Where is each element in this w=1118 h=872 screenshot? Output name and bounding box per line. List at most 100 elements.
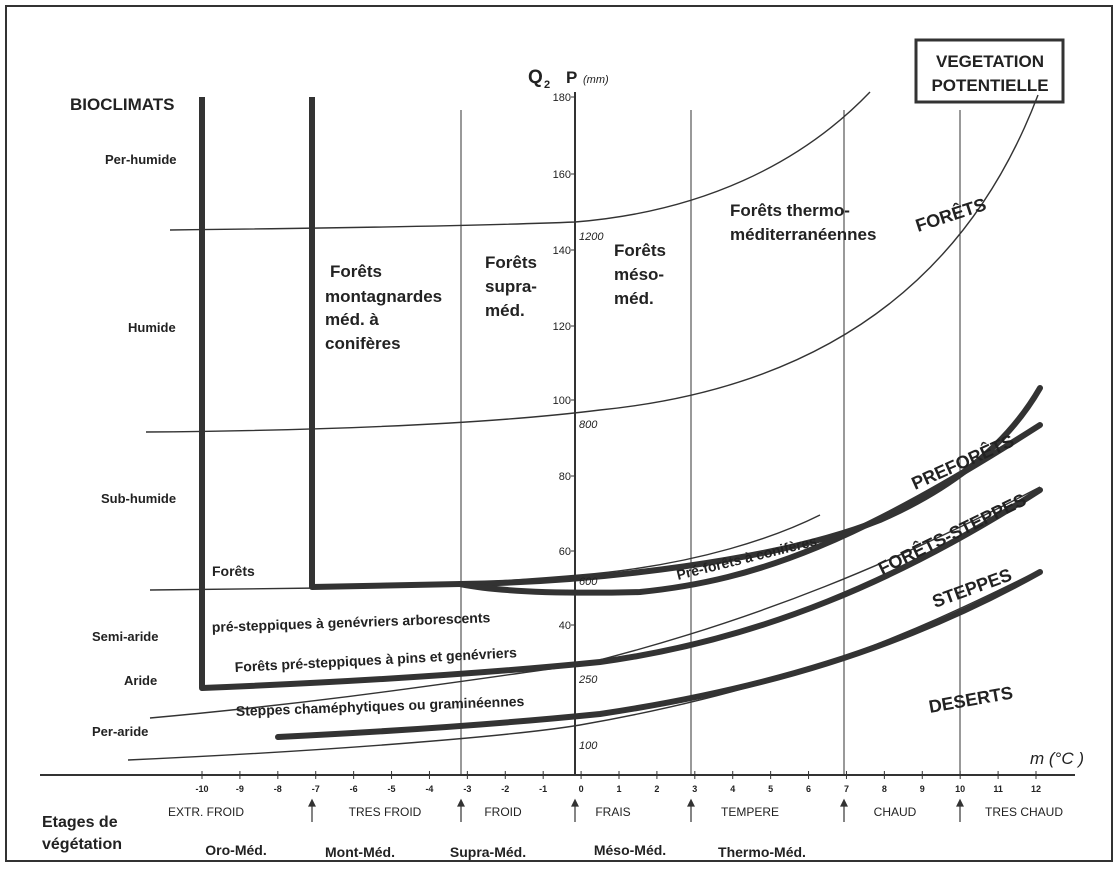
- bioclimat-per-aride: Per-aride: [92, 724, 148, 739]
- zone-steppes-chamephytiques: Steppes chaméphytiques ou graminéennes: [236, 693, 525, 719]
- zone-meso-1: Forêts: [614, 241, 666, 260]
- class-arrows: [308, 798, 964, 822]
- m-tick-label: -2: [501, 784, 509, 794]
- m-tick-label: 2: [654, 784, 659, 794]
- bioclimat-per-humide: Per-humide: [105, 152, 177, 167]
- etage-oro: Oro-Méd.: [205, 842, 266, 858]
- class-tres-chaud: TRES CHAUD: [985, 805, 1063, 819]
- m-tick-label: -8: [274, 784, 282, 794]
- m-tick-label: 4: [730, 784, 735, 794]
- m-tick-label: 9: [920, 784, 925, 794]
- zone-thermo-2: méditerranéennes: [730, 225, 876, 244]
- p-tick-1200: 1200: [579, 231, 604, 243]
- m-tick-label: -9: [236, 784, 244, 794]
- title-line-1: VEGETATION: [936, 52, 1044, 71]
- m-tick-label: 7: [844, 784, 849, 794]
- m-tick-label: -4: [425, 784, 433, 794]
- zone-meso-3: méd.: [614, 289, 654, 308]
- zone-thermo-1: Forêts thermo-: [730, 201, 850, 220]
- class-extr-froid: EXTR. FROID: [168, 805, 244, 819]
- etage-mont: Mont-Méd.: [325, 844, 395, 860]
- zone-supra-2: supra-: [485, 277, 537, 296]
- m-tick-label: 0: [579, 784, 584, 794]
- temperature-classes: EXTR. FROID TRES FROID FROID FRAIS TEMPE…: [168, 805, 1063, 819]
- class-tres-froid: TRES FROID: [349, 805, 422, 819]
- p-tick-800: 800: [579, 419, 598, 431]
- p-axis-unit: (mm): [583, 74, 609, 86]
- q2-tick-40: 40: [559, 620, 571, 632]
- class-froid: FROID: [484, 805, 522, 819]
- etages-title-2: végétation: [42, 836, 122, 853]
- boundary-preforets: [309, 385, 1043, 590]
- class-chaud: CHAUD: [874, 805, 917, 819]
- zone-supra-1: Forêts: [485, 253, 537, 272]
- class-frais: FRAIS: [595, 805, 630, 819]
- boundary-humide: [145, 94, 1039, 433]
- q2-tick-60: 60: [559, 546, 571, 558]
- etages-row: Oro-Méd. Mont-Méd. Supra-Méd. Méso-Méd. …: [205, 842, 806, 860]
- vegetation-boundaries: [199, 385, 1043, 740]
- m-tick-label: -7: [312, 784, 320, 794]
- etages-title-1: Etages de: [42, 814, 118, 831]
- q2-tick-180: 180: [553, 92, 571, 104]
- p-tick-600: 600: [579, 576, 598, 588]
- zone-forets-left: Forêts: [212, 563, 255, 579]
- m-tick-label: -5: [388, 784, 396, 794]
- title-box: [914, 38, 1065, 104]
- m-tick-label: -10: [195, 784, 208, 794]
- q2-axis-label: Q: [528, 67, 543, 88]
- etage-supra: Supra-Méd.: [450, 844, 526, 860]
- q2-tick-100: 100: [553, 395, 571, 407]
- boundary-steppes: [275, 569, 1043, 740]
- outer-frame: [5, 5, 1113, 862]
- q2-tick-140: 140: [553, 245, 571, 257]
- zone-meso-2: méso-: [614, 265, 664, 284]
- q2-tick-80: 80: [559, 471, 571, 483]
- bioclimat-aride: Aride: [124, 673, 157, 688]
- zone-montagnardes-3: méd. à: [325, 310, 379, 329]
- bioclimat-semi-aride: Semi-aride: [92, 629, 158, 644]
- zone-supra-3: méd.: [485, 301, 525, 320]
- zone-pre-steppiques-genevriers: pré-steppiques à genévriers arborescents: [212, 609, 491, 635]
- boundary-forets-steppes: [199, 487, 1043, 691]
- bioclimat-sub-humide: Sub-humide: [101, 491, 176, 506]
- etage-thermo: Thermo-Méd.: [718, 844, 806, 860]
- q2-axis-subscript: 2: [544, 79, 550, 91]
- veg-forets: FORÊTS: [913, 193, 989, 236]
- m-axis-ticks: -10 -9 -8 -7 -6 -5 -4 -3 -2 -1 0 1 2 3 4 5 6 7 8 9 10 11 12: [195, 771, 1041, 794]
- zone-montagnardes-4: conifères: [325, 334, 401, 353]
- bioclimat-humide: Humide: [128, 320, 176, 335]
- m-tick-label: 12: [1031, 784, 1041, 794]
- veg-preforets: PREFORÊTS: [908, 430, 1017, 494]
- m-tick-label: 10: [955, 784, 965, 794]
- p-tick-100: 100: [579, 740, 598, 752]
- q2-tick-120: 120: [553, 321, 571, 333]
- m-tick-label: -6: [350, 784, 358, 794]
- m-tick-label: -1: [539, 784, 547, 794]
- zone-montagnardes-2: montagnardes: [325, 287, 442, 306]
- boundary-preforets-conif: [457, 422, 1043, 596]
- q2-tick-160: 160: [553, 169, 571, 181]
- p-axis-label: P: [566, 68, 577, 87]
- m-tick-label: 6: [806, 784, 811, 794]
- veg-deserts: DESERTS: [927, 682, 1014, 716]
- temperature-gridlines: [460, 110, 961, 775]
- m-tick-label: 1: [616, 784, 621, 794]
- class-tempere: TEMPERE: [721, 805, 779, 819]
- p-ticks: 1200 800 600 250 100: [578, 231, 604, 752]
- title-line-2: POTENTIELLE: [931, 76, 1048, 95]
- boundary-aride: [127, 569, 1041, 761]
- m-tick-label: 5: [768, 784, 773, 794]
- m-tick-label: -3: [463, 784, 471, 794]
- m-tick-label: 3: [692, 784, 697, 794]
- q2-tick-marks: [571, 96, 575, 626]
- q2-ticks: 100 80 60 40 120 140 160 180: [553, 92, 571, 632]
- p-tick-250: 250: [578, 674, 598, 686]
- m-tick-label: 11: [993, 784, 1003, 794]
- bioclimats-title: BIOCLIMATS: [70, 95, 175, 114]
- zone-labels: Forêts montagnardes méd. à conifères For…: [325, 201, 876, 353]
- m-axis-label: m (°C ): [1030, 749, 1084, 768]
- m-tick-label: 8: [882, 784, 887, 794]
